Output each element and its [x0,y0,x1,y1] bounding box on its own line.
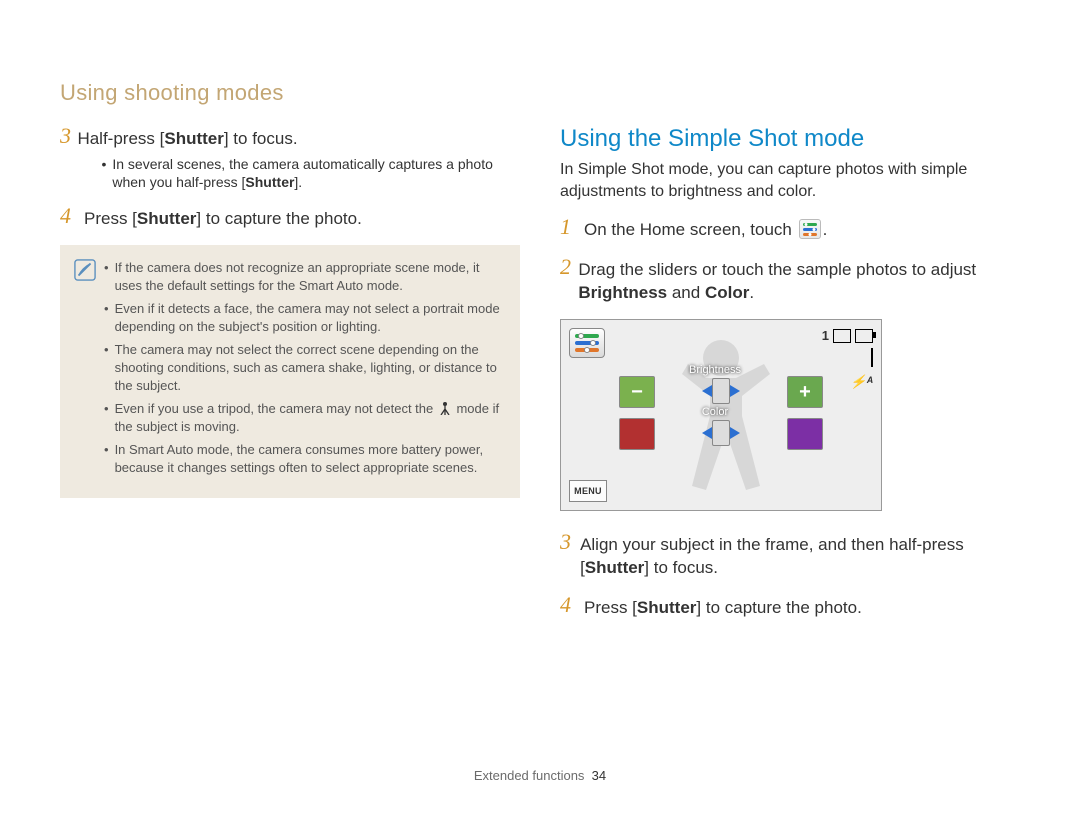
text-run: and [667,283,705,302]
step-item: 1 On the Home screen, touch . [560,216,1020,242]
color-sample-high[interactable] [787,418,823,450]
text-run-bold: Shutter [245,174,294,190]
text-run: Drag the sliders or touch the sample pho… [578,260,976,279]
text-run-bold: Shutter [637,598,697,617]
text-run-bold: Shutter [137,209,197,228]
text-run: ] to focus. [224,129,298,148]
text-run-bold: Color [705,283,749,302]
note-item: Even if it detects a face, the camera ma… [104,300,506,335]
text-run: Press [ [84,209,137,228]
status-row: ⚡ᴬ [850,373,873,391]
text-run: . [823,220,828,239]
text-run: ] to capture the photo. [696,598,861,617]
brightness-sample-low[interactable]: − [619,376,655,408]
footer-label: Extended functions [474,768,585,783]
storage-icon [833,329,851,343]
text-run: On the Home screen, touch [584,220,797,239]
status-row: 1 [822,328,873,343]
step-item: 2 Drag the sliders or touch the sample p… [560,256,1020,305]
brightness-sample-high[interactable]: + [787,376,823,408]
step-text: Drag the sliders or touch the sample pho… [578,256,1020,305]
step-number: 3 [60,125,77,147]
arrow-left-icon [702,385,712,397]
page-footer: Extended functions 34 [0,768,1080,783]
step-text: On the Home screen, touch . [584,216,827,242]
color-label: Color [702,406,728,418]
text-run: In several scenes, the camera automatica… [112,156,493,190]
arrow-right-icon [730,427,740,439]
note-item: If the camera does not recognize an appr… [104,259,506,294]
step-number: 4 [560,594,584,616]
step-item: 3 Half-press [Shutter] to focus. In seve… [60,125,520,191]
color-track[interactable] [702,420,740,446]
status-icons: 1 ⚡ᴬ [822,328,873,391]
text-run: ] to capture the photo. [196,209,361,228]
sub-bullet: In several scenes, the camera automatica… [101,155,520,191]
step-text: Press [Shutter] to capture the photo. [584,594,862,620]
brightness-label: Brightness [689,364,741,376]
color-slider-row: Color [619,418,823,450]
step-text: Half-press [Shutter] to focus. [77,125,520,151]
text-run-bold: Brightness [578,283,667,302]
note-icon [74,259,96,281]
note-list: If the camera does not recognize an appr… [104,259,506,482]
color-knob[interactable] [712,420,730,446]
right-column: Using the Simple Shot mode In Simple Sho… [560,125,1020,634]
step-number: 2 [560,256,578,278]
note-box: If the camera does not recognize an appr… [60,245,520,498]
left-column: 3 Half-press [Shutter] to focus. In seve… [60,125,520,634]
section-header: Using shooting modes [60,80,284,106]
color-sample-low[interactable] [619,418,655,450]
text-run-bold: Shutter [585,558,645,577]
brightness-track[interactable] [702,378,740,404]
flash-auto-icon: ⚡ᴬ [850,374,873,389]
text-run: Even if you use a tripod, the camera may… [115,401,437,416]
sliders-panel: − Brightness + [619,376,823,460]
text-run: ]. [294,174,302,190]
section-heading: Using the Simple Shot mode [560,125,1020,153]
resolution-icon [871,348,873,367]
tripod-icon [439,401,451,415]
step-item: 3 Align your subject in the frame, and t… [560,531,1020,580]
status-row [871,349,873,367]
brightness-slider-row: − Brightness + [619,376,823,408]
text-run-bold: Shutter [164,129,224,148]
text-run: ] to focus. [644,558,718,577]
step-number: 3 [560,531,580,553]
step-item: 4 Press [Shutter] to capture the photo. [60,205,520,231]
shots-remaining: 1 [822,328,829,343]
text-run: . [749,283,754,302]
intro-text: In Simple Shot mode, you can capture pho… [560,159,1020,202]
battery-icon [855,329,873,343]
text-run: Press [ [584,598,637,617]
text-run: Half-press [ [77,129,164,148]
brightness-knob[interactable] [712,378,730,404]
note-item: In Smart Auto mode, the camera consumes … [104,441,506,476]
note-item: The camera may not select the correct sc… [104,341,506,394]
step-text: Align your subject in the frame, and the… [580,531,1020,580]
page-number: 34 [592,768,606,783]
step-number: 1 [560,216,584,238]
step-item: 4 Press [Shutter] to capture the photo. [560,594,1020,620]
note-item: Even if you use a tripod, the camera may… [104,400,506,435]
camera-display: MENU 1 ⚡ᴬ [560,319,882,511]
step-text: Press [Shutter] to capture the photo. [84,205,362,231]
step-number: 4 [60,205,84,227]
arrow-right-icon [730,385,740,397]
arrow-left-icon [702,427,712,439]
simple-shot-mode-icon [799,219,821,239]
